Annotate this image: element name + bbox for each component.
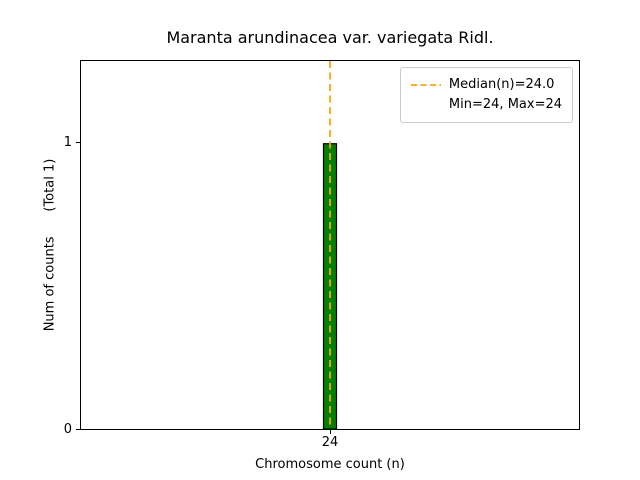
ytick-label-0: 0 <box>63 422 72 437</box>
xtick-mark-24 <box>330 430 331 434</box>
legend-entry-median: Median(n)=24.0 <box>410 75 562 95</box>
median-dashed-line-icon <box>410 84 441 86</box>
ytick-label-1: 1 <box>63 135 72 150</box>
ytick-mark-0 <box>76 429 80 430</box>
ytick-mark-1 <box>76 142 80 143</box>
chart-title: Maranta arundinacea var. variegata Ridl. <box>166 28 494 47</box>
xtick-label-24: 24 <box>321 435 339 450</box>
xaxis-label: Chromosome count (n) <box>255 457 405 472</box>
legend-label-median: Median(n)=24.0 <box>448 77 555 92</box>
plot-area: Median(n)=24.0 Min=24, Max=24 <box>80 60 580 430</box>
yaxis-label: Num of counts (Total 1) <box>42 158 58 332</box>
legend: Median(n)=24.0 Min=24, Max=24 <box>399 67 573 123</box>
legend-label-minmax: Min=24, Max=24 <box>448 97 562 112</box>
plot-canvas <box>322 61 338 429</box>
legend-entry-minmax: Min=24, Max=24 <box>411 95 562 115</box>
